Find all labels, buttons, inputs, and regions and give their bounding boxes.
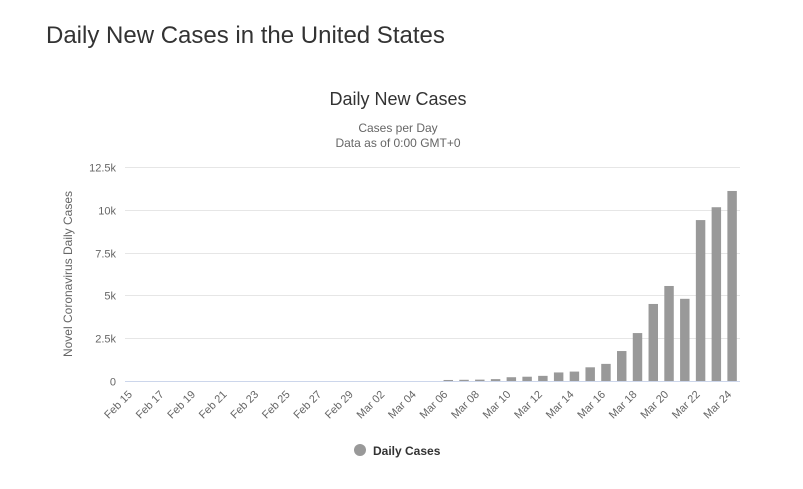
bar-mar-18[interactable] bbox=[632, 333, 643, 381]
bar-mar-06[interactable] bbox=[443, 379, 453, 381]
bar-mar-13[interactable] bbox=[553, 372, 564, 381]
bar-mar-23[interactable] bbox=[711, 207, 722, 381]
bar-mar-15[interactable] bbox=[585, 367, 595, 381]
x-tick-label: Mar 12 bbox=[512, 389, 545, 422]
y-tick-label: 10k bbox=[98, 206, 116, 218]
y-tick-label: 2.5k bbox=[95, 334, 116, 346]
chart-title: Daily New Cases bbox=[329, 89, 466, 109]
y-axis-ticks: 0 2.5k 5k 7.5k 10k 12.5k bbox=[89, 163, 116, 389]
x-tick-label: Mar 02 bbox=[355, 389, 388, 422]
x-tick-label: Mar 04 bbox=[386, 389, 419, 422]
legend-symbol bbox=[354, 444, 366, 456]
x-tick-label: Mar 20 bbox=[638, 389, 671, 422]
y-axis-title: Novel Coronavirus Daily Cases bbox=[61, 191, 75, 357]
x-tick-label: Feb 17 bbox=[134, 389, 167, 422]
x-tick-label: Mar 14 bbox=[544, 389, 577, 422]
bar-mar-12[interactable] bbox=[538, 375, 548, 381]
x-tick-label: Feb 29 bbox=[323, 389, 356, 422]
bars bbox=[443, 190, 737, 381]
y-tick-label: 0 bbox=[110, 377, 116, 389]
bar-mar-07[interactable] bbox=[459, 379, 469, 381]
bar-mar-24[interactable] bbox=[727, 190, 737, 381]
x-tick-label: Mar 18 bbox=[607, 389, 640, 422]
bar-mar-16[interactable] bbox=[601, 363, 611, 381]
y-tick-label: 5k bbox=[104, 291, 116, 303]
x-tick-label: Feb 25 bbox=[260, 389, 293, 422]
x-tick-label: Feb 21 bbox=[197, 389, 230, 422]
x-tick-label: Feb 15 bbox=[102, 389, 135, 422]
x-tick-label: Feb 19 bbox=[165, 389, 198, 422]
bar-mar-09[interactable] bbox=[490, 379, 501, 381]
bar-mar-22[interactable] bbox=[695, 220, 706, 381]
y-tick-label: 7.5k bbox=[95, 249, 116, 261]
bar-mar-10[interactable] bbox=[506, 377, 517, 381]
bar-mar-21[interactable] bbox=[680, 298, 690, 381]
bar-mar-20[interactable] bbox=[664, 285, 674, 381]
gridlines bbox=[125, 167, 740, 339]
x-tick-label: Mar 16 bbox=[575, 389, 608, 422]
x-tick-label: Feb 27 bbox=[292, 389, 325, 422]
page-title: Daily New Cases in the United States bbox=[46, 22, 445, 49]
bar-mar-17[interactable] bbox=[617, 351, 627, 381]
bar-mar-08[interactable] bbox=[475, 379, 485, 381]
y-tick-label: 12.5k bbox=[89, 163, 116, 175]
x-tick-label: Mar 22 bbox=[670, 389, 703, 422]
bar-mar-11[interactable] bbox=[522, 376, 532, 381]
x-tick-label: Feb 23 bbox=[228, 389, 261, 422]
chart-subtitle-line-2: Data as of 0:00 GMT+0 bbox=[335, 136, 460, 150]
x-tick-label: Mar 08 bbox=[449, 389, 482, 422]
legend-item-daily-cases[interactable]: Daily Cases bbox=[354, 444, 441, 458]
x-tick-label: Mar 24 bbox=[702, 389, 735, 422]
x-tick-label: Mar 10 bbox=[481, 389, 514, 422]
bar-mar-14[interactable] bbox=[569, 371, 580, 381]
x-tick-label: Mar 06 bbox=[418, 389, 451, 422]
chart-subtitle-line-1: Cases per Day bbox=[358, 121, 437, 135]
bar-mar-19[interactable] bbox=[648, 303, 658, 381]
legend-label: Daily Cases bbox=[373, 444, 441, 458]
